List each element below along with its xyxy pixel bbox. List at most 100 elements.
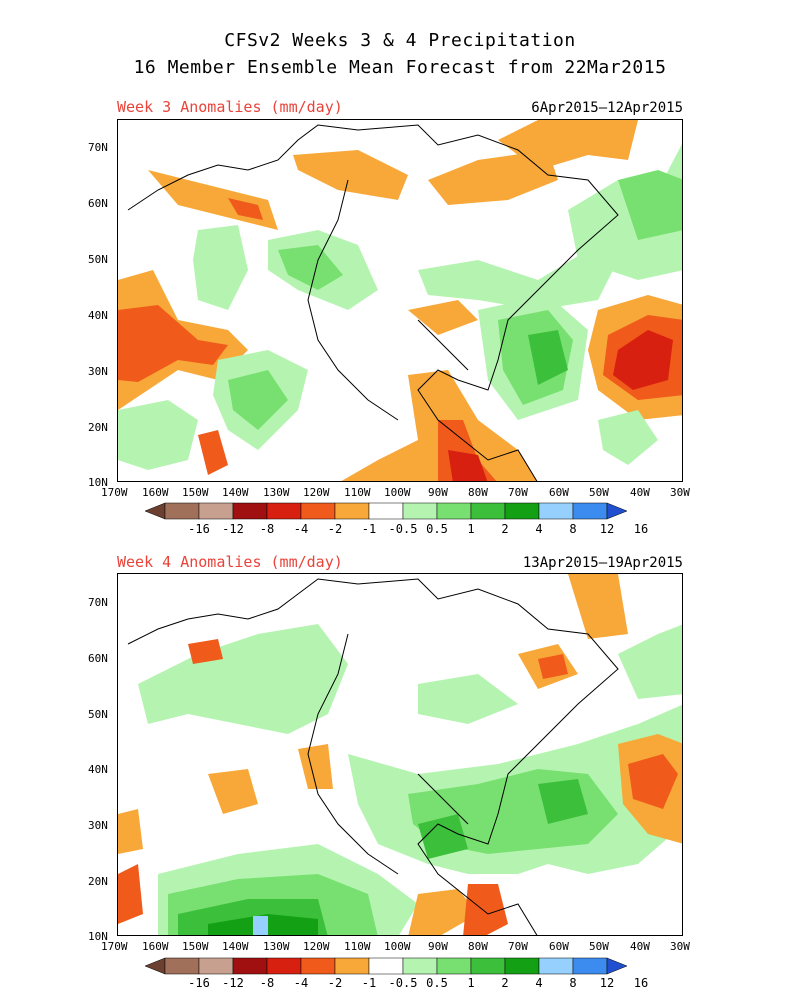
- lon-label: 170W: [101, 486, 128, 499]
- colorbar-cell: [164, 957, 200, 975]
- lat-label: 20N: [88, 875, 108, 888]
- lat-label: 60N: [88, 652, 108, 665]
- colorbar-cell: [572, 502, 608, 520]
- colorbar-tick-label: 16: [633, 522, 649, 536]
- anomaly-dry-area: [498, 120, 638, 170]
- colorbar-tick-label: -4: [293, 522, 309, 536]
- week3-map: [117, 119, 683, 482]
- anomaly-dry-area: [568, 574, 628, 639]
- colorbar-cell: [538, 502, 574, 520]
- colorbar-cell: [504, 957, 540, 975]
- anomaly-dry-area: [538, 654, 568, 679]
- colorbar-cell: [470, 957, 506, 975]
- lon-label: 60W: [549, 486, 569, 499]
- lon-label: 140W: [222, 486, 249, 499]
- colorbar-cell: [232, 502, 268, 520]
- figure-subtitle: 16 Member Ensemble Mean Forecast from 22…: [133, 57, 667, 78]
- lon-label: 120W: [303, 486, 330, 499]
- colorbar-arrow-high: [606, 957, 628, 975]
- lon-label: 130W: [263, 940, 290, 953]
- colorbar-arrow-high: [606, 502, 628, 520]
- colorbar-tick-label: -0.5: [388, 976, 418, 990]
- colorbar-tick-label: -12: [222, 522, 244, 536]
- week4-map: [117, 573, 683, 936]
- anomaly-wet-area: [418, 250, 618, 310]
- anomaly-dry-area: [628, 754, 678, 809]
- colorbar-tick-label: 16: [633, 976, 649, 990]
- lon-label: 30W: [670, 940, 690, 953]
- colorbar-tick-label: -16: [188, 522, 210, 536]
- week4-dates: 13Apr2015–19Apr2015: [522, 555, 683, 571]
- anomaly-wet-area: [228, 370, 288, 430]
- lat-label: 50N: [88, 708, 108, 721]
- week3-colorbar: [145, 502, 628, 520]
- colorbar-tick-label: 1: [467, 522, 475, 536]
- lon-label: 50W: [589, 940, 609, 953]
- colorbar-tick-label: 12: [599, 522, 615, 536]
- anomaly-wet-area: [528, 330, 568, 385]
- anomaly-dry-area: [118, 305, 228, 382]
- lat-label: 30N: [88, 819, 108, 832]
- anomaly-wet-area: [193, 225, 248, 310]
- colorbar-cell: [334, 502, 370, 520]
- week3-dates: 6Apr2015–12Apr2015: [531, 100, 683, 116]
- lon-label: 110W: [344, 486, 371, 499]
- lon-label: 70W: [508, 486, 528, 499]
- colorbar-tick-label: 1: [467, 976, 475, 990]
- lon-label: 60W: [549, 940, 569, 953]
- anomaly-wet-area: [138, 624, 348, 734]
- colorbar-cell: [436, 502, 472, 520]
- colorbar-arrow-low: [145, 957, 166, 975]
- lon-label: 120W: [303, 940, 330, 953]
- anomaly-dry-area: [118, 864, 143, 924]
- lon-label: 150W: [182, 940, 209, 953]
- lat-label: 70N: [88, 141, 108, 154]
- lon-label: 70W: [508, 940, 528, 953]
- colorbar-tick-label: -8: [259, 976, 275, 990]
- lon-label: 140W: [222, 940, 249, 953]
- colorbar-tick-label: 8: [569, 976, 577, 990]
- week4-map-svg: [118, 574, 682, 935]
- colorbar-tick-label: 12: [599, 976, 615, 990]
- lon-label: 110W: [344, 940, 371, 953]
- figure-title: CFSv2 Weeks 3 & 4 Precipitation: [224, 30, 576, 51]
- coastline: [127, 124, 619, 481]
- lon-label: 80W: [468, 940, 488, 953]
- anomaly-wet-area: [618, 170, 682, 240]
- lat-label: 50N: [88, 253, 108, 266]
- colorbar-cell: [368, 957, 404, 975]
- week3-map-svg: [118, 120, 682, 481]
- anomaly-wet-area: [538, 779, 588, 824]
- week3-label: Week 3 Anomalies (mm/day): [117, 98, 343, 116]
- anomaly-dry-area: [448, 450, 488, 481]
- lon-label: 100W: [384, 940, 411, 953]
- colorbar-cell: [436, 957, 472, 975]
- colorbar-cell: [538, 957, 574, 975]
- anomaly-wet-area: [253, 916, 268, 935]
- colorbar-cell: [300, 957, 336, 975]
- lon-label: 50W: [589, 486, 609, 499]
- colorbar-tick-label: -2: [327, 522, 343, 536]
- colorbar-cell: [198, 502, 234, 520]
- colorbar-cell: [164, 502, 200, 520]
- week4-label: Week 4 Anomalies (mm/day): [117, 553, 343, 571]
- anomaly-dry-area: [118, 809, 143, 854]
- lon-label: 100W: [384, 486, 411, 499]
- anomaly-wet-area: [618, 624, 682, 699]
- lat-label: 60N: [88, 197, 108, 210]
- lon-label: 160W: [142, 486, 169, 499]
- colorbar-tick-label: 2: [501, 976, 509, 990]
- anomaly-dry-area: [298, 744, 333, 789]
- anomaly-dry-area: [198, 430, 228, 475]
- colorbar-tick-label: -1: [361, 976, 377, 990]
- colorbar-tick-label: 0.5: [426, 522, 448, 536]
- colorbar-arrow-low: [145, 502, 166, 520]
- colorbar-cell: [266, 957, 302, 975]
- colorbar-cell: [368, 502, 404, 520]
- lat-label: 20N: [88, 421, 108, 434]
- anomaly-dry-area: [228, 198, 263, 220]
- colorbar-cell: [402, 502, 438, 520]
- lon-label: 170W: [101, 940, 128, 953]
- colorbar-cell: [572, 957, 608, 975]
- colorbar-cell: [300, 502, 336, 520]
